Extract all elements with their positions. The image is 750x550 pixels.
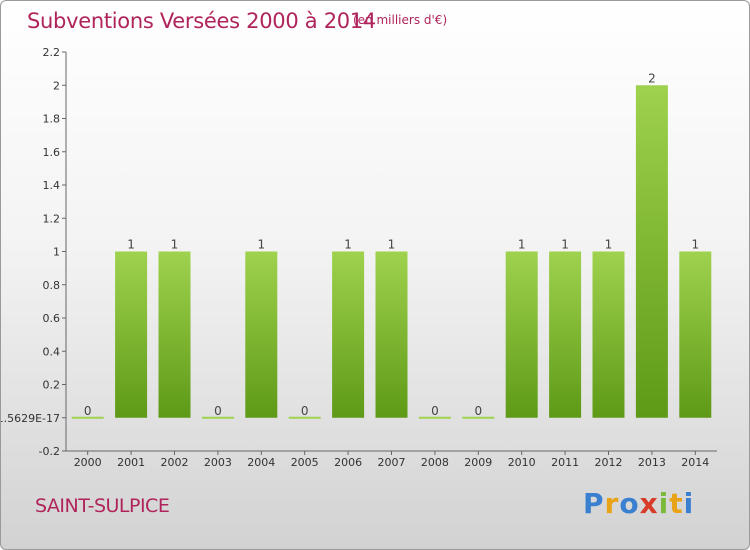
bars bbox=[71, 85, 712, 419]
x-tick-label: 2003 bbox=[204, 456, 232, 469]
logo-letter: r bbox=[604, 487, 620, 520]
x-axis: 2000 2001 2002 2003 2004 2005 2006 2007 2008 2009… bbox=[66, 450, 717, 469]
bar-data-label: 0 bbox=[84, 404, 92, 418]
y-tick-label: 1.6 bbox=[43, 146, 61, 159]
x-tick-label: 2006 bbox=[334, 456, 362, 469]
bar-labels: 0 1 1 0 1 0 1 1 0 0 1 1 1 2 1 bbox=[84, 71, 699, 418]
bar-data-label: 1 bbox=[388, 238, 396, 252]
y-tick-label: 1.2 bbox=[43, 212, 61, 225]
logo-letter: t bbox=[669, 487, 684, 520]
y-tick-label: 1.8 bbox=[43, 113, 61, 126]
bar bbox=[679, 251, 712, 418]
y-tick-label: 1 bbox=[53, 246, 60, 259]
x-tick-label: 2007 bbox=[378, 456, 406, 469]
logo-letter: P bbox=[583, 487, 605, 520]
bar bbox=[505, 251, 538, 418]
y-tick-label: 0.2 bbox=[43, 379, 61, 392]
y-tick-label: 1.4 bbox=[43, 179, 61, 192]
x-tick-label: 2009 bbox=[464, 456, 492, 469]
logo-letter: i bbox=[683, 487, 695, 520]
commune-name: SAINT-SULPICE bbox=[35, 495, 170, 517]
x-tick-label: 2014 bbox=[681, 456, 709, 469]
logo-letter: o bbox=[619, 487, 640, 520]
x-tick-label: 2008 bbox=[421, 456, 449, 469]
bar-data-label: 1 bbox=[605, 238, 613, 252]
bar-data-label: 1 bbox=[127, 238, 135, 252]
bar bbox=[375, 251, 408, 418]
x-tick-label: 2012 bbox=[595, 456, 623, 469]
bar-data-label: 0 bbox=[301, 404, 309, 418]
bar bbox=[115, 251, 148, 418]
y-tick-label: -1.5629E-17 bbox=[1, 412, 60, 425]
bar-data-label: 2 bbox=[648, 71, 656, 85]
x-tick-label: 2005 bbox=[291, 456, 319, 469]
bar-data-label: 0 bbox=[214, 404, 222, 418]
x-tick-label: 2000 bbox=[74, 456, 102, 469]
bar-data-label: 1 bbox=[518, 238, 526, 252]
bar bbox=[332, 251, 365, 418]
logo-letter: i bbox=[658, 487, 670, 520]
y-axis: -0.2 -1.5629E-17 0.2 0.4 0.6 0.8 1 1.2 1.4 1.6 1.8… bbox=[1, 46, 67, 458]
y-tick-label: 2.2 bbox=[43, 46, 61, 59]
bar-data-label: 1 bbox=[257, 238, 265, 252]
bar bbox=[158, 251, 191, 418]
x-tick-label: 2004 bbox=[247, 456, 275, 469]
bar-data-label: 1 bbox=[344, 238, 352, 252]
bar-data-label: 1 bbox=[561, 238, 569, 252]
bar-data-label: 0 bbox=[431, 404, 439, 418]
bar bbox=[592, 251, 625, 418]
x-tick-label: 2010 bbox=[508, 456, 536, 469]
bar-data-label: 1 bbox=[691, 238, 699, 252]
bar bbox=[549, 251, 582, 418]
y-tick-label: -0.2 bbox=[39, 445, 60, 458]
x-tick-label: 2011 bbox=[551, 456, 579, 469]
x-tick-label: 2002 bbox=[161, 456, 189, 469]
bar bbox=[245, 251, 278, 418]
bar-data-label: 1 bbox=[171, 238, 179, 252]
unit-label: (en milliers d'€) bbox=[353, 13, 448, 27]
x-tick-label: 2001 bbox=[117, 456, 145, 469]
bar-data-label: 0 bbox=[474, 404, 482, 418]
proxiti-logo[interactable]: Proxiti bbox=[583, 487, 694, 520]
bar bbox=[635, 85, 668, 418]
y-tick-label: 2 bbox=[53, 79, 60, 92]
y-tick-label: 0.6 bbox=[43, 312, 61, 325]
y-tick-label: 0.8 bbox=[43, 279, 61, 292]
logo-letter: x bbox=[639, 487, 659, 520]
chart-title: Subventions Versées 2000 à 2014 bbox=[27, 9, 376, 33]
x-tick-label: 2013 bbox=[638, 456, 666, 469]
y-tick-label: 0.4 bbox=[43, 345, 61, 358]
